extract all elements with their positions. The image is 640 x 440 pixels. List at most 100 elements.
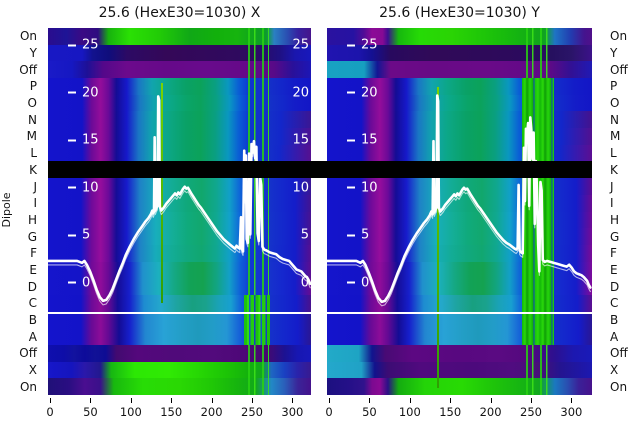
row-label-c: C bbox=[610, 296, 619, 311]
row-label-d: D bbox=[610, 279, 620, 294]
row-label-h: H bbox=[27, 212, 37, 227]
row-label-m: M bbox=[610, 129, 621, 144]
value-tick-left-0: 0 bbox=[68, 275, 90, 290]
value-tick-left-25: 25 bbox=[347, 38, 378, 53]
value-tick-left-5: 5 bbox=[347, 228, 369, 243]
x-axis-left: 0 50 100 150 200 250 300 bbox=[46, 395, 311, 425]
row-label-on: On bbox=[19, 379, 37, 394]
x-tick-label-50: 50 bbox=[83, 405, 98, 419]
value-tick-number: 25 bbox=[82, 37, 99, 53]
row-label-p: P bbox=[29, 79, 37, 94]
green-accent-line bbox=[160, 83, 163, 304]
green-band-block bbox=[243, 294, 270, 345]
row-label-g: G bbox=[610, 229, 620, 244]
row-label-l: L bbox=[30, 146, 37, 161]
row-label-o: O bbox=[610, 96, 620, 111]
value-tick-number: 0 bbox=[82, 275, 91, 291]
x-tick-label-0: 0 bbox=[325, 405, 333, 419]
trace-line bbox=[48, 100, 310, 304]
row-label-b: B bbox=[28, 313, 37, 328]
value-tick-left-10: 10 bbox=[68, 180, 99, 195]
x-tick-label-250: 250 bbox=[520, 405, 542, 419]
green-accent-line bbox=[437, 86, 440, 388]
row-label-o: O bbox=[27, 96, 37, 111]
tick-dash bbox=[68, 234, 76, 237]
x-tick-label-150: 150 bbox=[160, 405, 183, 419]
row-label-off: Off bbox=[610, 62, 628, 77]
tick-dash bbox=[347, 186, 355, 189]
value-tick-number: 10 bbox=[361, 180, 378, 196]
value-tick-right-10: 10 bbox=[292, 180, 309, 196]
value-tick-number: 15 bbox=[361, 132, 378, 148]
row-label-x: X bbox=[28, 363, 37, 378]
row-label-j: J bbox=[610, 179, 614, 194]
x-axis-right: 0 50 100 150 200 250 300 bbox=[325, 395, 592, 425]
row-label-c: C bbox=[28, 296, 37, 311]
row-label-off: Off bbox=[19, 62, 37, 77]
tick-dash bbox=[347, 139, 355, 142]
row-label-d: D bbox=[27, 279, 37, 294]
x-tick-mark bbox=[90, 398, 92, 403]
value-tick-number: 10 bbox=[82, 180, 99, 196]
panel-y-title: 25.6 (HexE30=1030) Y bbox=[379, 5, 540, 21]
x-tick-label-100: 100 bbox=[119, 405, 142, 419]
x-tick-mark bbox=[171, 398, 173, 403]
row-label-k: K bbox=[610, 162, 618, 177]
row-label-i: I bbox=[610, 196, 614, 211]
x-tick-mark bbox=[328, 398, 330, 403]
x-tick-label-50: 50 bbox=[362, 405, 377, 419]
signal-trace bbox=[327, 28, 592, 395]
value-tick-left-15: 15 bbox=[68, 133, 99, 148]
x-tick-label-150: 150 bbox=[439, 405, 462, 419]
row-label-m: M bbox=[26, 129, 37, 144]
row-label-h: H bbox=[610, 212, 620, 227]
tick-dash bbox=[68, 281, 76, 284]
value-tick-left-0: 0 bbox=[347, 275, 369, 290]
row-label-j: J bbox=[33, 179, 37, 194]
row-label-k: K bbox=[29, 162, 37, 177]
value-tick-left-5: 5 bbox=[68, 228, 90, 243]
row-label-y: Y bbox=[29, 46, 37, 61]
row-label-e: E bbox=[610, 262, 618, 277]
heatmap-panel-y: 25 20 15 10 5 0 bbox=[327, 28, 592, 395]
tick-dash bbox=[68, 44, 76, 47]
x-tick-label-300: 300 bbox=[281, 405, 304, 419]
value-tick-right-15: 15 bbox=[292, 132, 309, 148]
row-label-b: B bbox=[610, 313, 619, 328]
tick-dash bbox=[347, 91, 355, 94]
row-label-i: I bbox=[33, 196, 37, 211]
row-label-g: G bbox=[27, 229, 37, 244]
x-tick-mark bbox=[490, 398, 492, 403]
value-tick-right-0: 0 bbox=[300, 275, 309, 291]
x-tick-label-200: 200 bbox=[200, 405, 223, 419]
x-tick-mark bbox=[252, 398, 253, 403]
x-tick-mark bbox=[571, 398, 573, 403]
value-tick-number: 15 bbox=[82, 132, 99, 148]
row-label-x: X bbox=[610, 363, 619, 378]
value-tick-number: 5 bbox=[82, 227, 91, 243]
value-tick-number: 25 bbox=[361, 37, 378, 53]
value-tick-right-25: 25 bbox=[292, 37, 309, 53]
x-tick-mark bbox=[369, 398, 371, 403]
white-horizontal-line bbox=[327, 311, 592, 315]
x-tick-label-300: 300 bbox=[560, 405, 583, 419]
panel-x-title: 25.6 (HexE30=1030) X bbox=[98, 5, 261, 21]
row-label-f: F bbox=[610, 246, 617, 261]
x-tick-mark bbox=[531, 398, 532, 403]
tick-dash bbox=[68, 139, 76, 142]
row-label-off: Off bbox=[610, 346, 628, 361]
value-tick-left-20: 20 bbox=[68, 85, 99, 100]
row-label-p: P bbox=[610, 79, 618, 94]
row-label-f: F bbox=[30, 246, 37, 261]
x-tick-label-100: 100 bbox=[398, 405, 421, 419]
row-label-e: E bbox=[29, 262, 37, 277]
value-tick-left-25: 25 bbox=[68, 38, 99, 53]
white-horizontal-line bbox=[48, 311, 311, 315]
heatmap-panel-x: 25 25 20 20 15 15 10 10 5 5 0 0 bbox=[48, 28, 311, 395]
row-label-a: A bbox=[28, 329, 37, 344]
trace-line bbox=[327, 99, 590, 305]
value-tick-number: 20 bbox=[361, 85, 378, 101]
row-label-on: On bbox=[19, 29, 37, 44]
x-tick-mark bbox=[49, 398, 51, 403]
